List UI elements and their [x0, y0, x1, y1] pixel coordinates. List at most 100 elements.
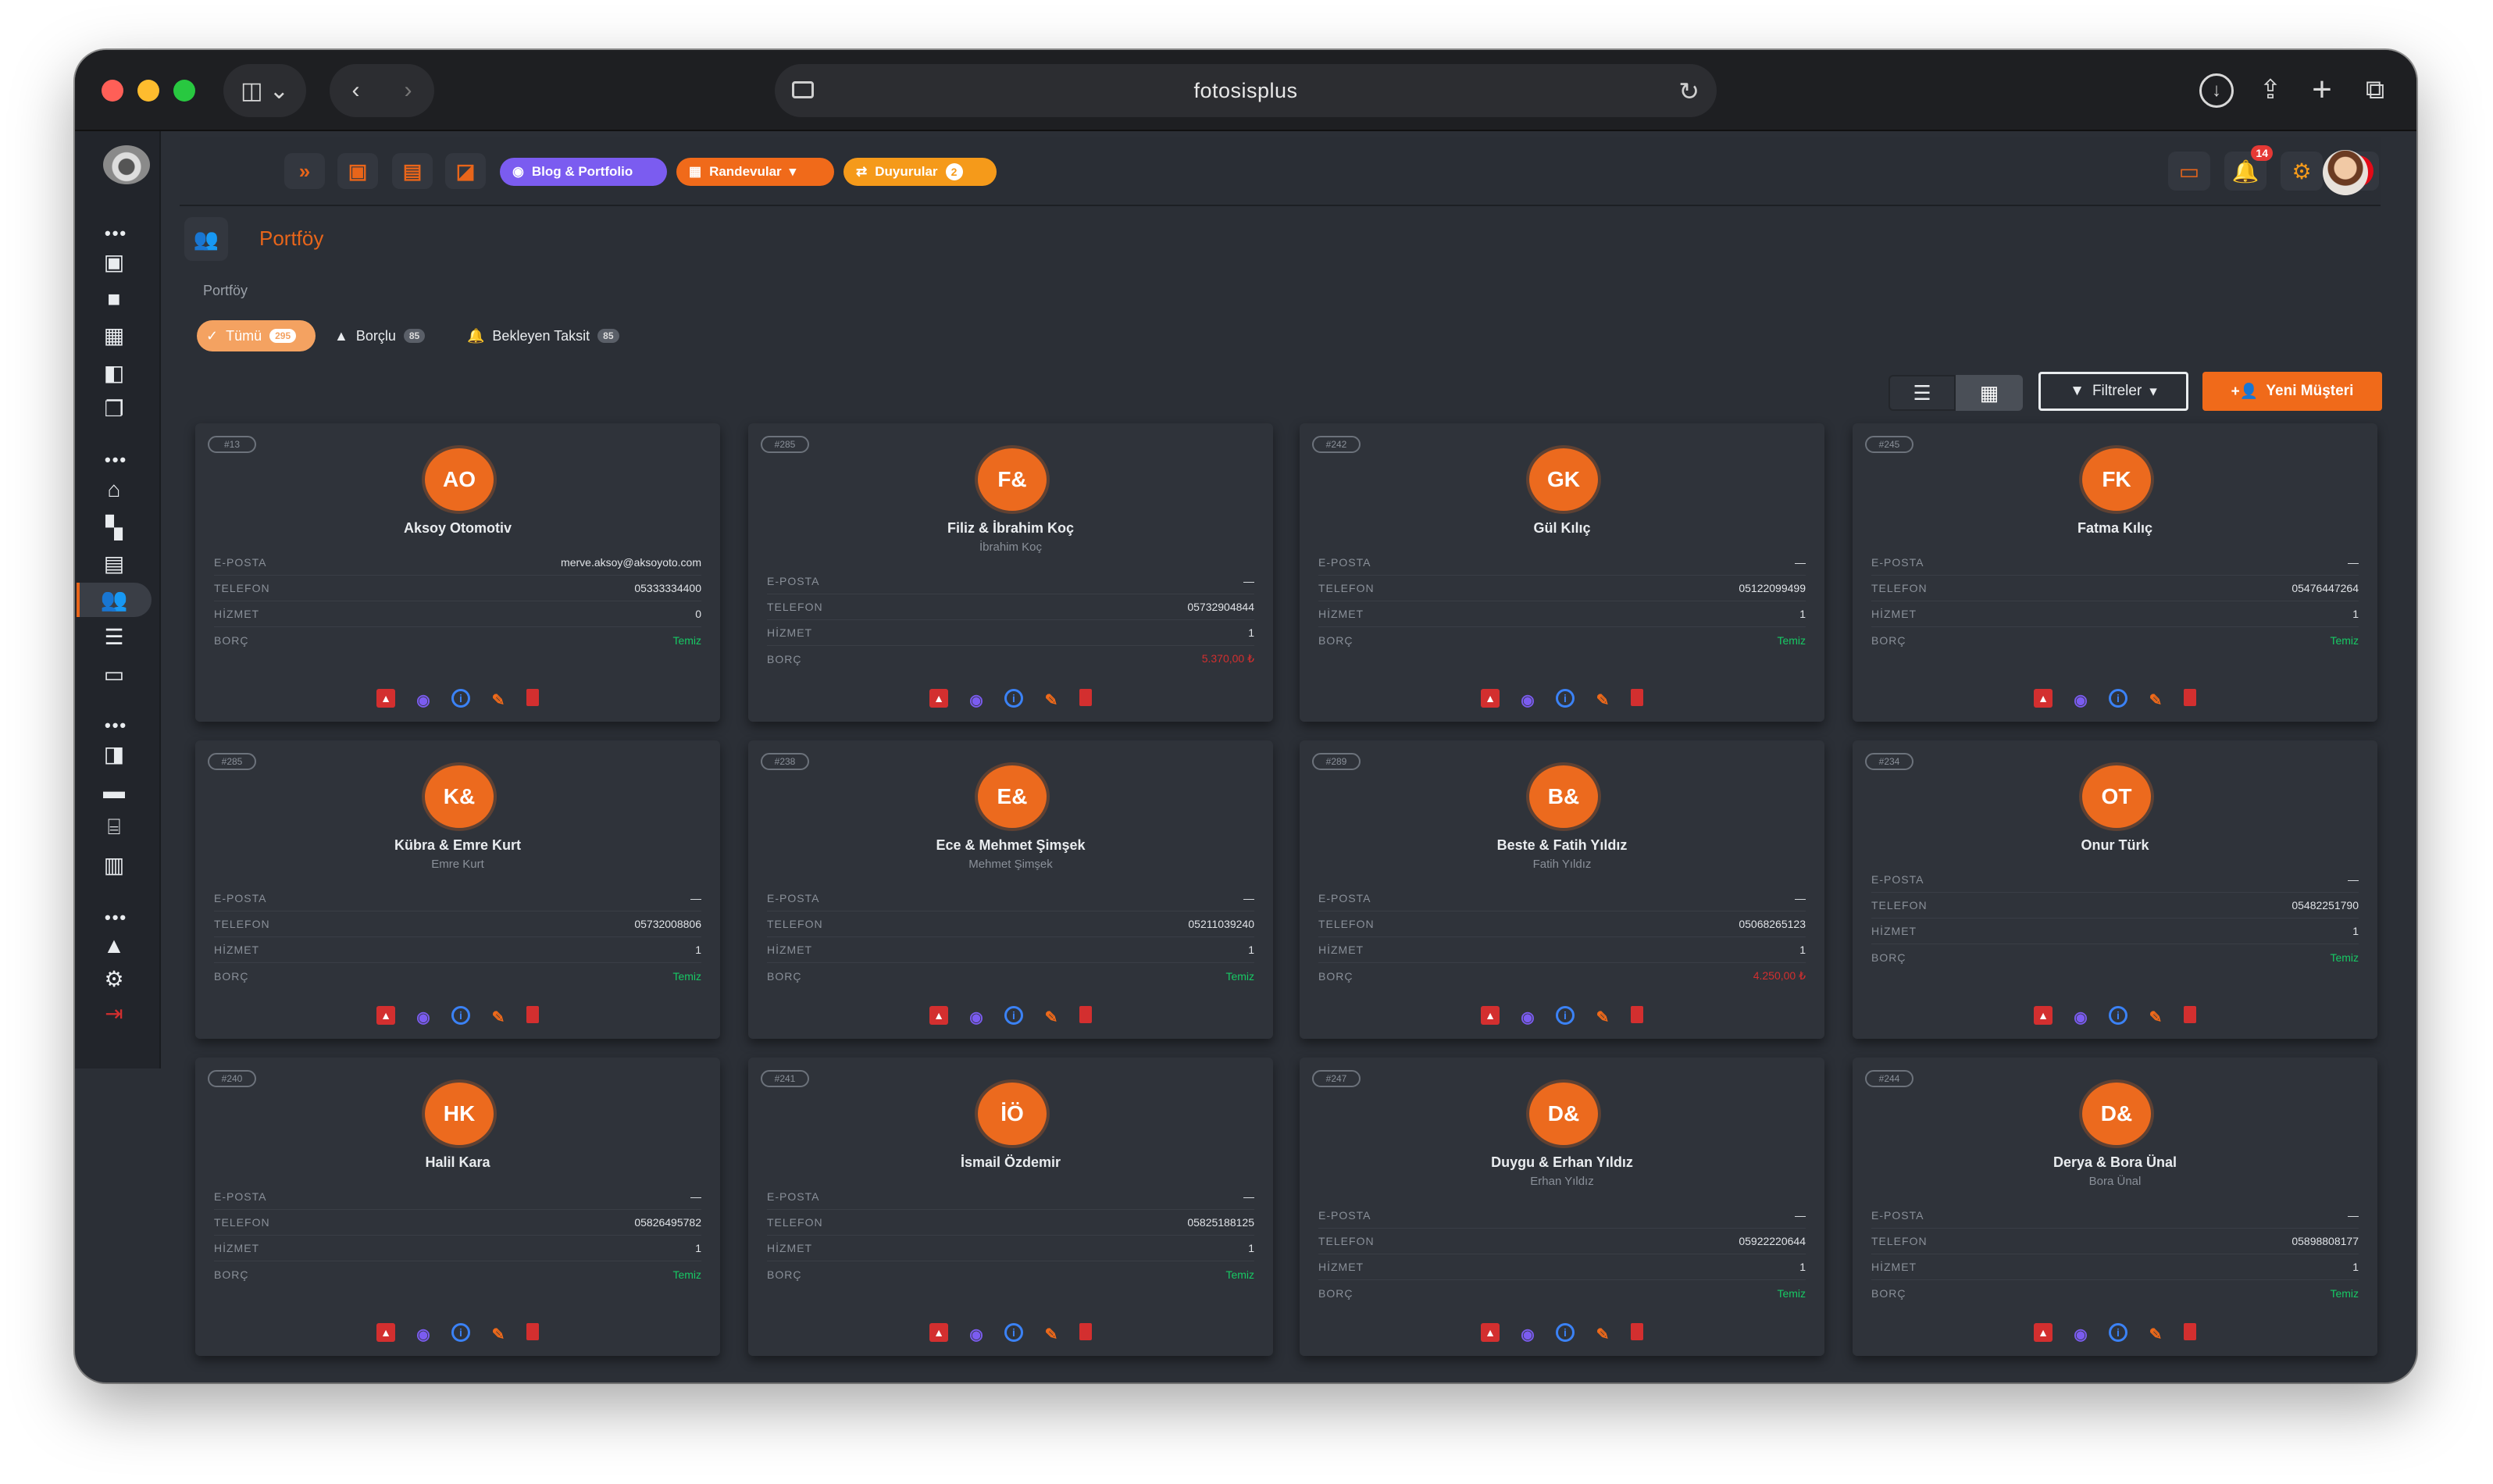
settings-icon[interactable]: ⚙ [104, 966, 124, 991]
maximize-window-button[interactable] [173, 80, 195, 102]
copy-icon[interactable]: ❐ [104, 396, 124, 421]
edit-icon[interactable]: ✎ [1596, 1325, 1610, 1343]
info-icon[interactable]: i [451, 1323, 470, 1342]
monitor-icon[interactable]: ▭ [2168, 152, 2210, 191]
view-icon[interactable]: ◉ [1521, 1325, 1535, 1343]
edit-icon[interactable]: ✎ [2149, 1325, 2163, 1343]
filter-debtor-pill[interactable]: ▲ Borçlu 85 [325, 320, 440, 351]
info-icon[interactable]: i [1556, 1323, 1575, 1342]
delete-icon[interactable] [1079, 1006, 1092, 1023]
user-avatar[interactable] [2323, 150, 2368, 195]
view-icon[interactable]: ◉ [416, 1325, 430, 1343]
pdf-icon[interactable]: ▲ [2034, 1006, 2053, 1025]
expand-icon[interactable]: » [284, 153, 325, 189]
view-icon[interactable]: ◉ [416, 1008, 430, 1026]
pdf-icon[interactable]: ▲ [376, 1006, 395, 1025]
view-icon[interactable]: ◉ [969, 1325, 983, 1343]
chart-icon[interactable]: ▥ [103, 852, 125, 877]
customer-card[interactable]: #234 OT Onur Türk E-POSTA — TELEFON 054822… [1853, 740, 2377, 1039]
chat-icon[interactable]: ▤ [392, 153, 433, 189]
minimize-window-button[interactable] [137, 80, 159, 102]
view-icon[interactable]: ◉ [2074, 1008, 2088, 1026]
download-icon[interactable]: ↓ [2199, 73, 2234, 108]
new-tab-icon[interactable]: + [2312, 70, 2332, 109]
customer-card[interactable]: #13 AO Aksoy Otomotiv E-POSTA merve.aksoy… [195, 423, 720, 722]
pdf-icon[interactable]: ▲ [1481, 1006, 1500, 1025]
grid-view-button[interactable]: ▦ [1956, 375, 2023, 411]
view-icon[interactable]: ◉ [416, 691, 430, 709]
edit-icon[interactable]: ✎ [2149, 691, 2163, 709]
pdf-icon[interactable]: ▲ [929, 1006, 948, 1025]
view-icon[interactable]: ◉ [969, 691, 983, 709]
customer-card[interactable]: #245 FK Fatma Kılıç E-POSTA — TELEFON 0547… [1853, 423, 2377, 722]
gift-icon[interactable]: ▦ [103, 323, 125, 348]
pdf-icon[interactable]: ▲ [929, 689, 948, 708]
edit-icon[interactable]: ✎ [491, 691, 505, 709]
delete-icon[interactable] [526, 1323, 539, 1340]
pdf-icon[interactable]: ▲ [376, 1323, 395, 1342]
delete-icon[interactable] [1631, 1323, 1643, 1340]
delete-icon[interactable] [1079, 1323, 1092, 1340]
edit-icon[interactable]: ✎ [491, 1325, 505, 1343]
credit-card-icon[interactable]: ▬ [103, 779, 125, 803]
view-icon[interactable]: ◉ [2074, 691, 2088, 709]
back-icon[interactable]: ‹ [351, 77, 360, 103]
new-customer-button[interactable]: +👤 Yeni Müşteri [2202, 372, 2382, 411]
sidebar-toggle-button[interactable]: ◫ ⌄ [223, 64, 306, 117]
customer-card[interactable]: #247 D& Duygu & Erhan Yıldız Erhan Yıldı… [1300, 1058, 1824, 1356]
shapes-icon[interactable]: ▲ [103, 933, 125, 958]
info-icon[interactable]: i [2109, 1006, 2127, 1025]
delete-icon[interactable] [1631, 1006, 1643, 1023]
delete-icon[interactable] [2184, 1006, 2196, 1023]
customer-card[interactable]: #244 D& Derya & Bora Ünal Bora Ünal E-PO… [1853, 1058, 2377, 1356]
gallery-icon[interactable]: ▣ [103, 249, 125, 274]
view-icon[interactable]: ◉ [1521, 691, 1535, 709]
dashboard-icon[interactable]: ▚ [105, 515, 123, 540]
tab-overview-icon[interactable]: ⧉ [2365, 74, 2385, 105]
customer-card[interactable]: #240 HK Halil Kara E-POSTA — TELEFON 05826… [195, 1058, 720, 1356]
list-view-button[interactable]: ☰ [1888, 375, 1956, 411]
info-icon[interactable]: i [1556, 689, 1575, 708]
address-bar[interactable]: fotosisplus ↻ [775, 64, 1717, 117]
info-icon[interactable]: i [2109, 689, 2127, 708]
pdf-icon[interactable]: ▲ [1481, 689, 1500, 708]
info-icon[interactable]: i [1004, 1006, 1023, 1025]
customer-card[interactable]: #238 E& Ece & Mehmet Şimşek Mehmet Şimşe… [748, 740, 1273, 1039]
contacts-icon[interactable]: ▣ [337, 153, 378, 189]
pdf-icon[interactable]: ▲ [929, 1323, 948, 1342]
pdf-icon[interactable]: ▲ [2034, 689, 2053, 708]
page-menu-icon[interactable] [792, 81, 814, 98]
customer-card[interactable]: #285 K& Kübra & Emre Kurt Emre Kurt E-PO… [195, 740, 720, 1039]
delete-icon[interactable] [526, 1006, 539, 1023]
pdf-icon[interactable]: ▲ [1481, 1323, 1500, 1342]
view-icon[interactable]: ◉ [1521, 1008, 1535, 1026]
info-icon[interactable]: i [451, 689, 470, 708]
edit-icon[interactable]: ✎ [1596, 1008, 1610, 1026]
edit-icon[interactable]: ✎ [2149, 1008, 2163, 1026]
filter-pending-installment-pill[interactable]: 🔔 Bekleyen Taksit 85 [458, 320, 653, 351]
info-icon[interactable]: i [451, 1006, 470, 1025]
view-icon[interactable]: ◉ [2074, 1325, 2088, 1343]
wallet-icon[interactable]: ◨ [103, 741, 125, 766]
edit-icon[interactable]: ✎ [1044, 1008, 1058, 1026]
blog-portfolio-button[interactable]: ◉ Blog & Portfolio [500, 158, 667, 186]
money-icon[interactable]: ▭ [103, 662, 125, 687]
filter-all-pill[interactable]: ✓ Tümü 295 [197, 320, 316, 351]
appointments-button[interactable]: ▦ Randevular ▾ [676, 158, 834, 186]
edit-icon[interactable]: ✎ [1596, 691, 1610, 709]
info-icon[interactable]: i [1004, 689, 1023, 708]
view-icon[interactable]: ◉ [969, 1008, 983, 1026]
share-icon[interactable]: ⇪ [2259, 75, 2282, 105]
info-icon[interactable]: i [1556, 1006, 1575, 1025]
announcements-button[interactable]: ⇄ Duyurular 2 [843, 158, 997, 186]
delete-icon[interactable] [2184, 689, 2196, 706]
calendar-icon[interactable]: ▤ [103, 551, 125, 576]
inbox-icon[interactable]: ◪ [445, 153, 486, 189]
info-icon[interactable]: i [2109, 1323, 2127, 1342]
customer-card[interactable]: #242 GK Gül Kılıç E-POSTA — TELEFON 051220… [1300, 423, 1824, 722]
filters-dropdown[interactable]: ▼ Filtreler ▾ [2038, 372, 2188, 411]
delete-icon[interactable] [2184, 1323, 2196, 1340]
images-icon[interactable]: ◧ [103, 360, 125, 385]
logout-icon[interactable]: ⇥ [105, 1001, 123, 1026]
delete-icon[interactable] [1631, 689, 1643, 706]
